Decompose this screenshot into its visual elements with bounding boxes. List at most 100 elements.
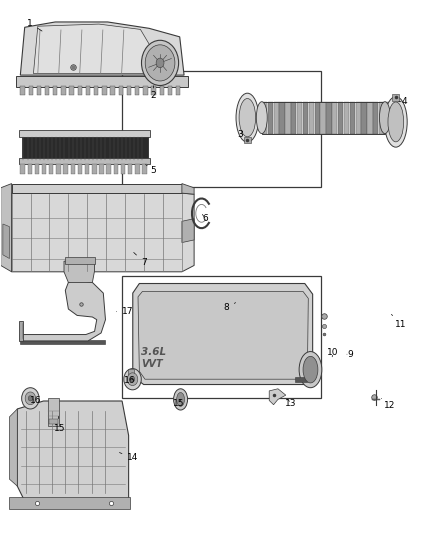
Bar bbox=[19, 131, 150, 137]
Bar bbox=[12, 183, 182, 193]
Polygon shape bbox=[133, 284, 313, 384]
Ellipse shape bbox=[239, 99, 256, 137]
Bar bbox=[297, 102, 302, 134]
Bar bbox=[94, 86, 99, 95]
Bar bbox=[49, 418, 58, 424]
Bar bbox=[106, 165, 111, 174]
Ellipse shape bbox=[28, 395, 32, 401]
Bar bbox=[53, 86, 57, 95]
Bar bbox=[102, 86, 106, 95]
Bar bbox=[127, 86, 131, 95]
Bar bbox=[338, 102, 343, 134]
Ellipse shape bbox=[299, 352, 322, 387]
Bar bbox=[142, 165, 147, 174]
Bar bbox=[143, 86, 148, 95]
Polygon shape bbox=[10, 409, 17, 486]
Text: 10: 10 bbox=[327, 348, 339, 357]
Bar bbox=[159, 86, 164, 95]
Text: 15: 15 bbox=[173, 399, 185, 408]
Text: 4: 4 bbox=[399, 97, 407, 106]
Bar bbox=[65, 257, 95, 264]
Bar bbox=[321, 102, 326, 134]
Text: 12: 12 bbox=[381, 398, 396, 410]
Bar bbox=[110, 86, 115, 95]
Bar bbox=[392, 94, 399, 101]
Ellipse shape bbox=[385, 96, 407, 147]
Text: 16: 16 bbox=[30, 396, 42, 405]
Bar bbox=[61, 86, 66, 95]
Bar bbox=[78, 86, 82, 95]
Ellipse shape bbox=[25, 392, 35, 405]
Bar bbox=[379, 102, 384, 134]
Bar bbox=[19, 158, 150, 165]
Text: 17: 17 bbox=[117, 307, 134, 316]
Bar bbox=[372, 399, 380, 400]
Bar bbox=[45, 86, 49, 95]
Text: 1: 1 bbox=[27, 19, 42, 31]
Bar bbox=[37, 86, 41, 95]
Polygon shape bbox=[182, 183, 194, 194]
Polygon shape bbox=[64, 261, 95, 282]
Bar bbox=[285, 102, 290, 134]
Bar bbox=[244, 137, 251, 143]
Text: 3.6L: 3.6L bbox=[141, 348, 166, 357]
Bar bbox=[20, 165, 25, 174]
Bar bbox=[367, 102, 373, 134]
Polygon shape bbox=[182, 219, 194, 243]
Ellipse shape bbox=[127, 373, 138, 385]
Bar bbox=[268, 102, 273, 134]
Bar bbox=[303, 102, 308, 134]
Text: 16: 16 bbox=[124, 376, 135, 385]
Bar bbox=[344, 102, 349, 134]
Ellipse shape bbox=[145, 45, 175, 81]
Bar bbox=[71, 165, 75, 174]
Bar bbox=[356, 102, 361, 134]
Bar bbox=[121, 165, 125, 174]
Bar bbox=[64, 165, 68, 174]
Bar bbox=[135, 86, 139, 95]
Ellipse shape bbox=[256, 102, 267, 134]
Polygon shape bbox=[12, 193, 194, 272]
Bar bbox=[273, 102, 279, 134]
Bar bbox=[128, 368, 134, 382]
Bar bbox=[128, 165, 132, 174]
Bar bbox=[19, 321, 23, 341]
Text: 5: 5 bbox=[146, 165, 155, 175]
Text: 7: 7 bbox=[134, 253, 147, 266]
Bar bbox=[48, 398, 59, 426]
Bar bbox=[70, 86, 74, 95]
Bar bbox=[135, 165, 140, 174]
Bar bbox=[28, 165, 32, 174]
Ellipse shape bbox=[379, 102, 390, 134]
Bar bbox=[309, 102, 314, 134]
Bar bbox=[385, 102, 390, 134]
Text: 8: 8 bbox=[223, 303, 236, 312]
Ellipse shape bbox=[173, 389, 187, 410]
Bar bbox=[10, 497, 131, 509]
Bar bbox=[262, 102, 385, 134]
Bar bbox=[78, 165, 82, 174]
Bar bbox=[314, 102, 320, 134]
Bar bbox=[168, 86, 172, 95]
Bar bbox=[99, 165, 104, 174]
Bar bbox=[28, 86, 33, 95]
Ellipse shape bbox=[177, 392, 184, 406]
Text: 2: 2 bbox=[150, 86, 155, 100]
Bar bbox=[49, 165, 53, 174]
Bar bbox=[373, 102, 378, 134]
Polygon shape bbox=[20, 340, 106, 344]
Ellipse shape bbox=[303, 357, 318, 383]
Bar bbox=[114, 165, 118, 174]
Bar bbox=[291, 102, 297, 134]
Polygon shape bbox=[3, 224, 10, 259]
Bar bbox=[86, 86, 90, 95]
Bar bbox=[151, 86, 155, 95]
Text: 13: 13 bbox=[285, 399, 297, 408]
Bar bbox=[16, 76, 188, 87]
Bar bbox=[122, 71, 321, 187]
Ellipse shape bbox=[131, 376, 135, 382]
Bar bbox=[119, 86, 123, 95]
Text: 6: 6 bbox=[202, 214, 208, 223]
Bar bbox=[262, 102, 267, 134]
Text: 9: 9 bbox=[347, 350, 353, 359]
